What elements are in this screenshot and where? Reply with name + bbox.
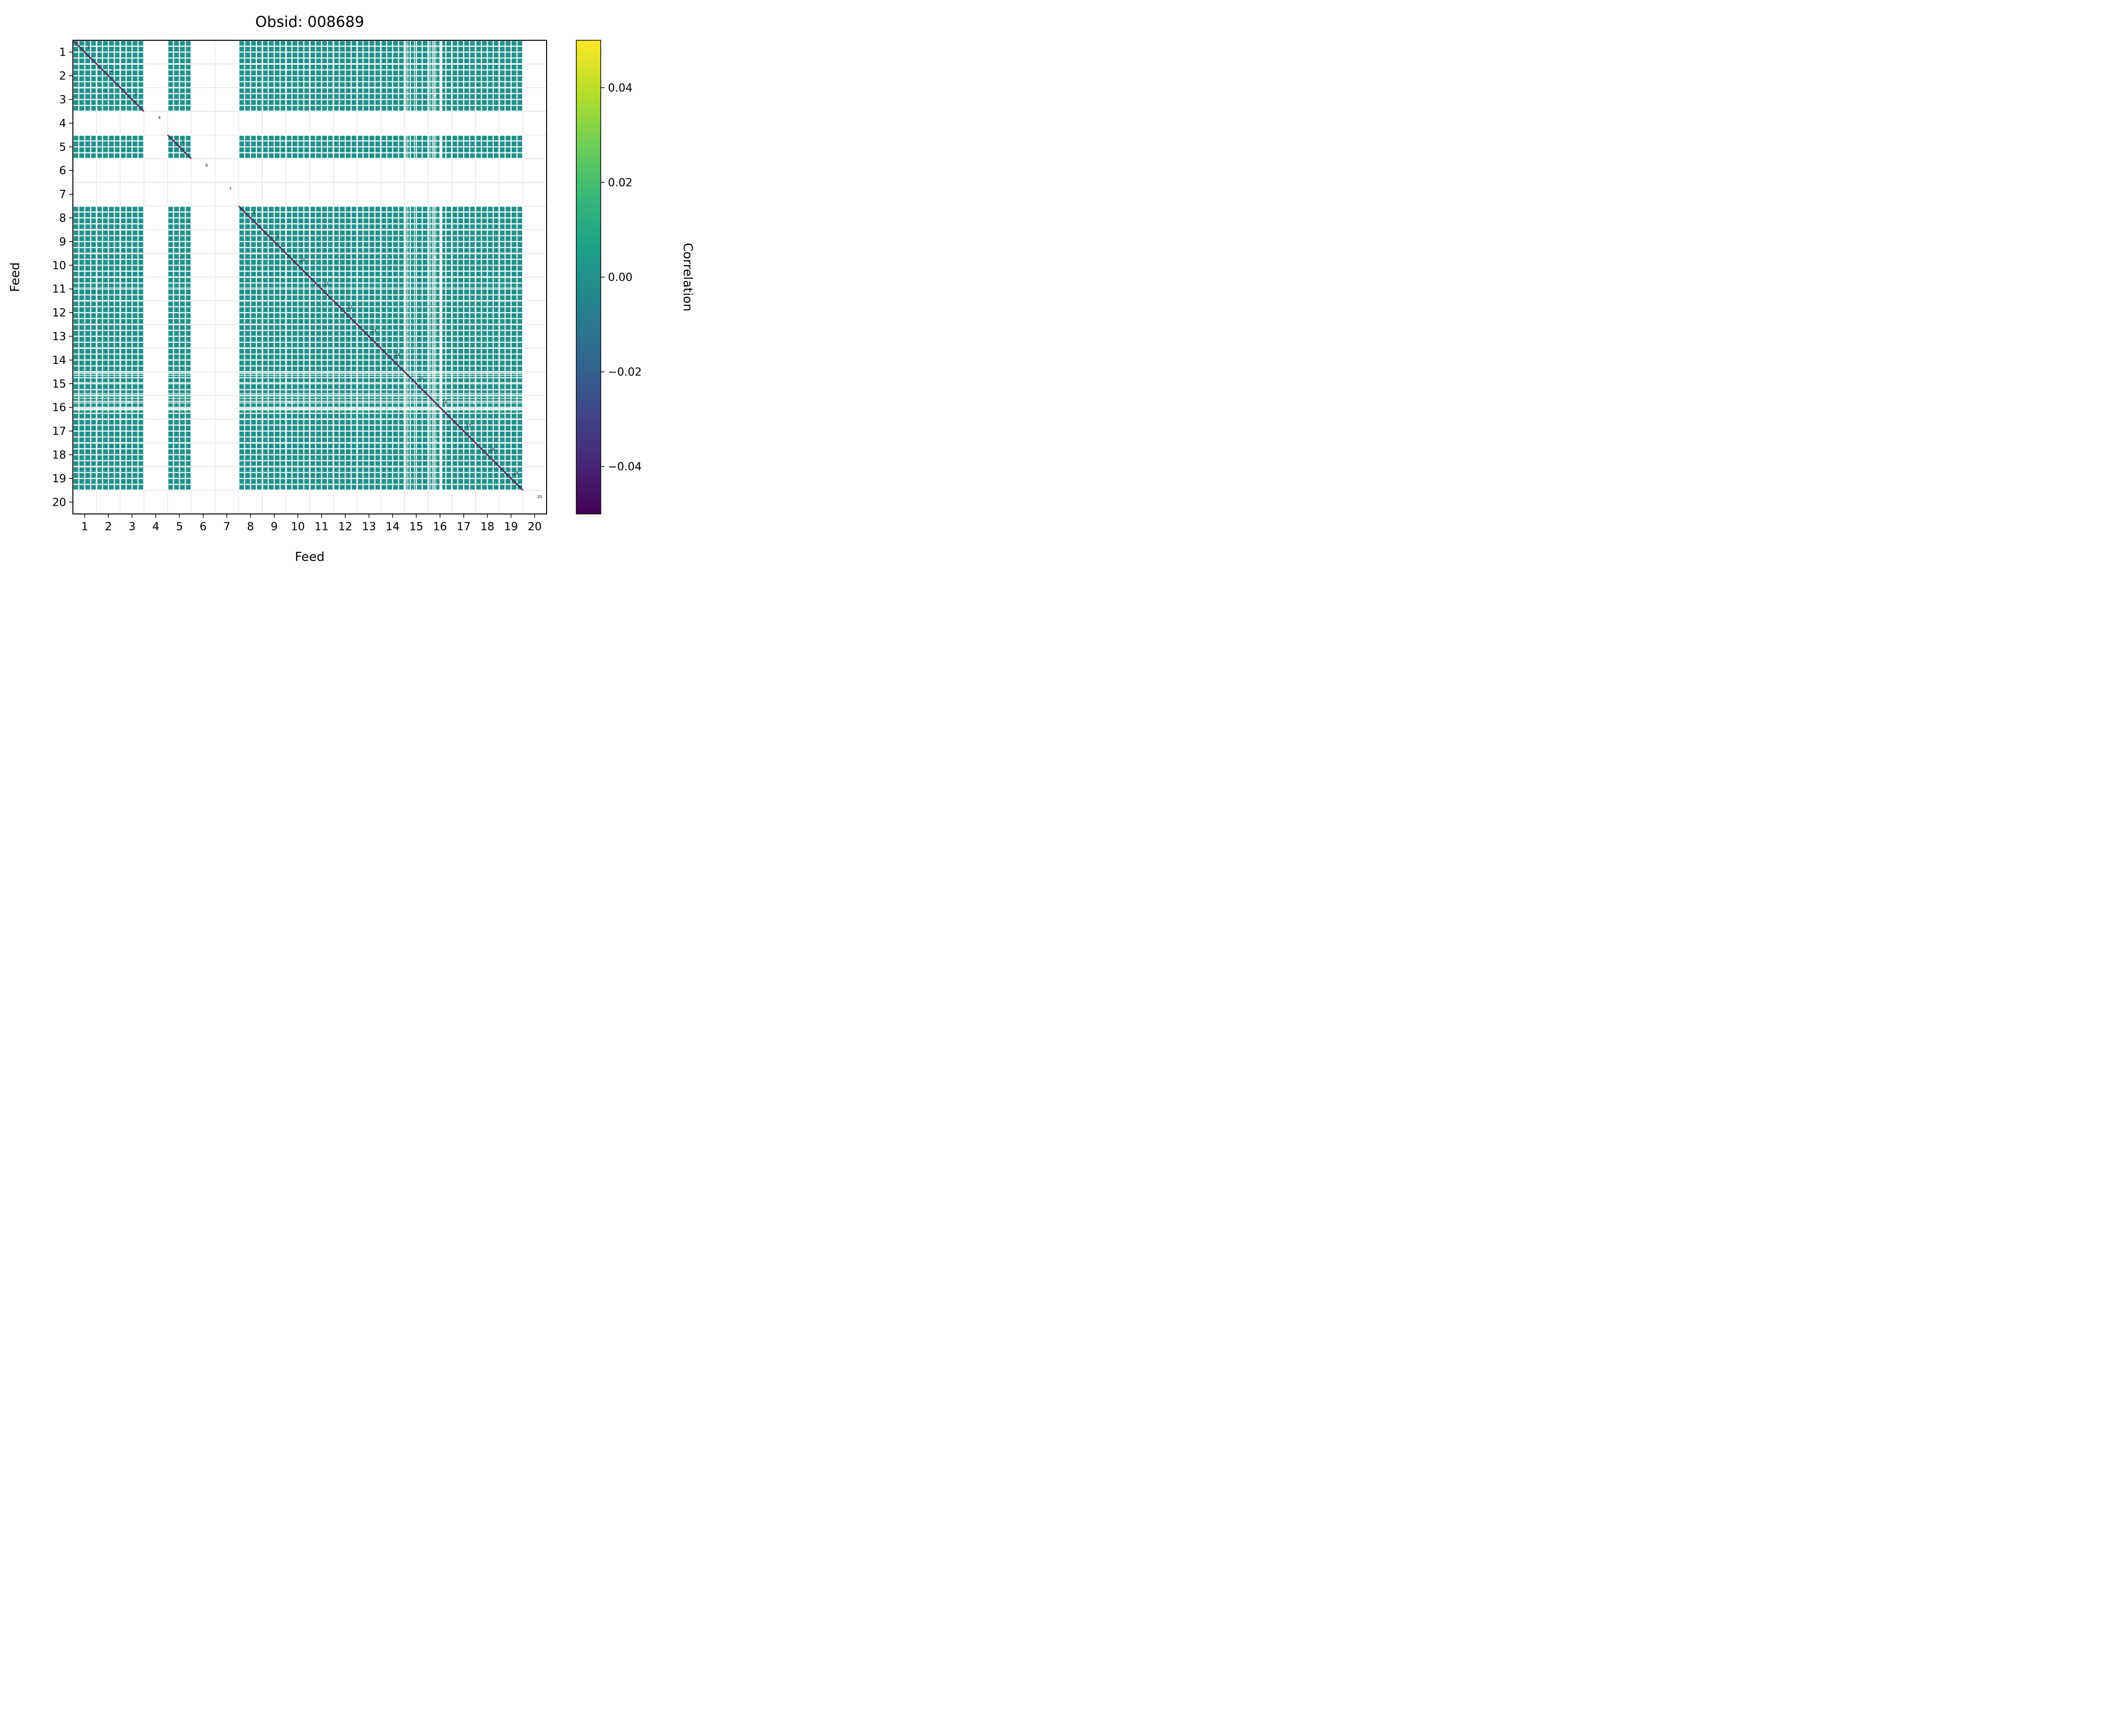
x-tick-label: 13 <box>362 521 376 533</box>
x-tick-label: 9 <box>271 521 278 533</box>
diagonal-feed-label: 16 <box>443 400 447 404</box>
colorbar: 0.04 0.02 0.00 −0.02 −0.04 <box>576 40 641 514</box>
diagonal-feed-label: 18 <box>490 447 494 452</box>
flagged-speckle <box>435 440 437 442</box>
y-tick-label: 10 <box>52 259 66 272</box>
flagged-channels <box>73 40 523 494</box>
y-tick-label: 8 <box>59 212 66 225</box>
diagonal-feed-label: 4 <box>158 116 161 120</box>
flagged-speckle <box>127 402 130 404</box>
diagonal-feed-label: 19 <box>513 471 518 476</box>
x-tick-label: 2 <box>105 521 112 533</box>
diagonal-feed-label: 15 <box>419 376 423 381</box>
y-tick-label: 4 <box>59 117 66 130</box>
colorbar-tick-label: 0.04 <box>608 82 632 94</box>
y-tick-label: 15 <box>52 378 66 390</box>
x-tick-label: 19 <box>504 521 518 533</box>
diagonal-feed-label: 14 <box>395 353 400 357</box>
flagged-speckle <box>316 493 318 494</box>
diagonal-feed-label: 10 <box>300 258 305 262</box>
diagonal-feed-label: 1 <box>87 45 90 49</box>
flagged-speckle <box>434 94 436 97</box>
y-tick-label: 2 <box>59 70 66 82</box>
colorbar-tick-label: −0.02 <box>608 366 641 379</box>
x-tick-label: 12 <box>338 521 352 533</box>
diagonal-feed-label: 3 <box>134 92 137 96</box>
x-axis-label: Feed <box>295 550 325 564</box>
x-tick-label: 3 <box>128 521 136 533</box>
y-tick-label: 16 <box>52 402 66 414</box>
diagonal-feed-label: 11 <box>324 281 329 286</box>
x-tick-label: 4 <box>152 521 160 533</box>
flagged-speckle <box>434 256 436 258</box>
y-tick-label: 3 <box>59 94 66 106</box>
flagged-speckle <box>436 259 437 261</box>
x-tick-label: 18 <box>480 521 494 533</box>
diagonal-feed-label: 8 <box>253 210 255 215</box>
flagged-speckle <box>130 402 132 404</box>
diagonal <box>72 39 524 491</box>
flagged-speckle <box>291 403 293 405</box>
x-tick-label: 1 <box>81 521 88 533</box>
colorbar-ticks: 0.04 0.02 0.00 −0.02 −0.04 <box>601 82 641 473</box>
x-tick-label: 7 <box>223 521 231 533</box>
x-tick-label: 10 <box>291 521 305 533</box>
axis-ticks <box>69 51 536 518</box>
x-tick-label: 20 <box>528 521 542 533</box>
x-tick-label: 14 <box>385 521 399 533</box>
flagged-speckle <box>293 402 295 403</box>
diagonal-feed-label: 13 <box>371 329 376 333</box>
y-tick-label: 18 <box>52 449 66 462</box>
y-tick-label: 20 <box>52 496 66 509</box>
colorbar-tick-label: 0.02 <box>608 176 632 189</box>
x-tick-label: 16 <box>433 521 447 533</box>
y-tick-label: 13 <box>52 331 66 343</box>
y-tick-label: 1 <box>59 47 66 59</box>
diagonal-feed-label: 9 <box>277 234 279 239</box>
y-tick-label: 17 <box>52 425 66 438</box>
colorbar-label: Correlation <box>680 243 695 311</box>
correlation-matrix-figure: 1 2 3 4 5 6 7 8 9 10 11 12 13 14 15 16 17 18 19 20 1 2 3 4 5 6 7 8 9… <box>0 0 704 579</box>
y-tick-label: 7 <box>59 188 66 201</box>
x-tick-labels: 1 2 3 4 5 6 7 8 9 10 11 12 13 14 15 16 17 18 19 20 <box>81 521 542 533</box>
diagonal-feed-label: 6 <box>206 163 208 167</box>
y-tick-label: 11 <box>52 283 66 296</box>
y-tick-label: 19 <box>52 473 66 485</box>
x-tick-label: 5 <box>176 521 183 533</box>
chart-title: Obsid: 008689 <box>255 13 364 31</box>
y-tick-label: 12 <box>52 307 66 319</box>
y-tick-label: 5 <box>59 141 66 153</box>
diagonal-feed-label: 17 <box>466 424 471 428</box>
x-tick-label: 6 <box>199 521 207 533</box>
flagged-speckle <box>288 402 291 404</box>
colorbar-tick-label: 0.00 <box>608 271 632 284</box>
diagonal-feed-label: 20 <box>537 495 542 499</box>
flagged-speckle <box>291 492 292 494</box>
diagonal-feed-label: 7 <box>229 187 232 191</box>
flagged-speckle <box>473 402 476 404</box>
diagonal-feed-label: 5 <box>182 140 184 144</box>
y-tick-label: 14 <box>52 354 66 367</box>
diagonal-feed-label: 12 <box>348 305 352 310</box>
x-tick-label: 8 <box>247 521 254 533</box>
x-tick-label: 17 <box>456 521 470 533</box>
colorbar-tick-label: −0.04 <box>608 461 641 473</box>
colorbar-gradient <box>576 40 601 514</box>
diagonal-feed-label: 2 <box>111 69 113 73</box>
y-tick-label: 6 <box>59 165 66 177</box>
plot-frame <box>72 40 547 514</box>
y-tick-label: 9 <box>59 236 66 248</box>
y-axis-label: Feed <box>8 262 23 292</box>
x-tick-label: 11 <box>315 521 328 533</box>
x-tick-label: 15 <box>409 521 423 533</box>
